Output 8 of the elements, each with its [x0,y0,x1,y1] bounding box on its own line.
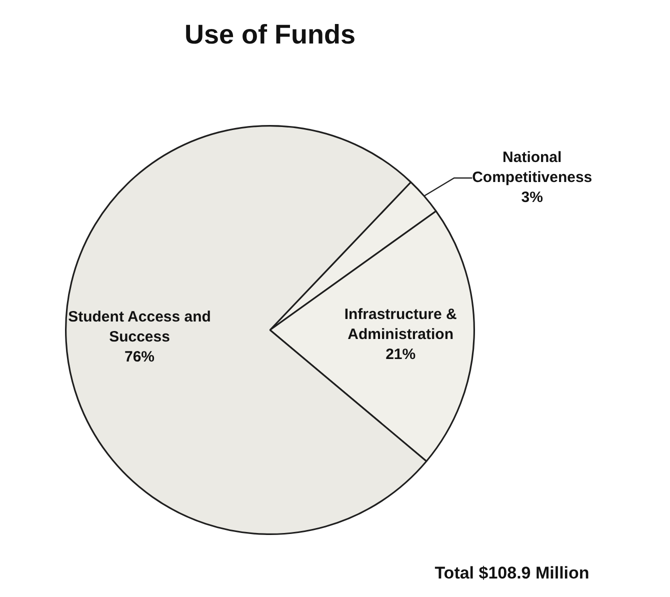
slice-label: Infrastructure & Administration [344,306,458,344]
slice-label: Student Access and Success [68,308,211,346]
data-label: 3% [521,189,543,206]
chart-title: Use of Funds [184,19,356,50]
slice-label: National Competitiveness [472,149,592,186]
text: Total $108.9 Million [434,564,590,583]
data-label: 21% [386,346,416,364]
data-label: 76% [124,348,155,366]
